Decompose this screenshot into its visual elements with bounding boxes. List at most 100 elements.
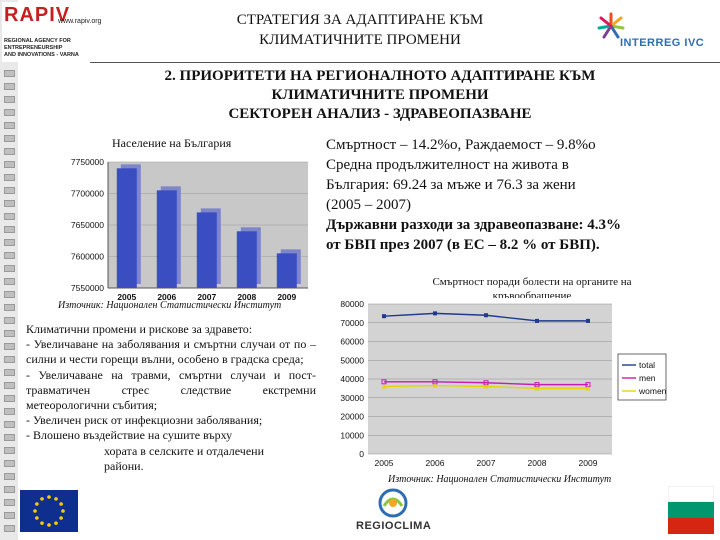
population-bar-chart: 7550000 7600000 7650000 7700000 7750000 2005 2… xyxy=(56,152,318,302)
left-sidebar xyxy=(0,0,18,540)
y-tick-label: 7600000 xyxy=(71,252,104,262)
y-tick-label: 7700000 xyxy=(71,189,104,199)
sidebar-marker xyxy=(4,70,15,77)
x-tick-label: 2006 xyxy=(426,458,445,468)
sidebar-marker xyxy=(4,187,15,194)
eu-star xyxy=(61,509,65,513)
y-tick-label: 40000 xyxy=(340,374,364,384)
climate-heading: Климатични промени и рискове за здравето… xyxy=(26,322,253,336)
marker-total xyxy=(484,313,488,318)
interreg-star-icon xyxy=(597,12,625,39)
eu-star xyxy=(47,523,51,527)
x-tick-label: 2007 xyxy=(477,458,496,468)
marker-women xyxy=(432,383,438,388)
series-line-men xyxy=(384,381,588,386)
marker-total xyxy=(382,314,386,319)
sidebar-marker xyxy=(4,122,15,129)
y-tick-label: 60000 xyxy=(340,337,364,347)
section-title-line1: 2. ПРИОРИТЕТИ НА РЕГИОНАЛНОТО АДАПТИРАНЕ… xyxy=(164,68,596,84)
sidebar-marker xyxy=(4,525,15,532)
sidebar-marker xyxy=(4,369,15,376)
section-title-line3: СЕКТОРЕН АНАЛИЗ - ЗДРАВЕОПАЗВАНЕ xyxy=(228,106,532,122)
sidebar-marker xyxy=(4,460,15,467)
eu-star xyxy=(35,516,39,520)
y-tick-label: 7750000 xyxy=(71,157,104,167)
sidebar-marker xyxy=(4,200,15,207)
y-tick-label: 80000 xyxy=(340,299,364,309)
sidebar-marker xyxy=(4,278,15,285)
sidebar-marker xyxy=(4,83,15,90)
sidebar-marker xyxy=(4,382,15,389)
legend-box xyxy=(617,353,667,401)
x-tick-label: 2009 xyxy=(277,292,296,302)
marker-men xyxy=(381,379,387,385)
sidebar-marker xyxy=(4,239,15,246)
population-bar xyxy=(236,231,257,288)
y-tick-label: 7650000 xyxy=(71,220,104,230)
sidebar-marker xyxy=(4,330,15,337)
sidebar-marker xyxy=(4,109,15,116)
stats-line4: (2005 – 2007) xyxy=(326,197,411,213)
legend-label: total xyxy=(639,360,655,370)
stats-line3: България: 69.24 за мъже и 76.3 за жени xyxy=(326,177,576,193)
mortality-line-chart: 0 10000 20000 30000 40000 50000 60000 70000 8000… xyxy=(326,298,670,472)
population-bar xyxy=(116,168,137,288)
sidebar-marker xyxy=(4,96,15,103)
marker-total xyxy=(535,318,539,323)
sidebar-marker xyxy=(4,252,15,259)
x-tick-label: 2009 xyxy=(579,458,598,468)
x-tick-label: 2006 xyxy=(157,292,176,302)
header-title-line2: КЛИМАТИЧНИТЕ ПРОМЕНИ xyxy=(259,32,461,48)
sidebar-marker xyxy=(4,161,15,168)
climate-risk-infections: - Увеличен риск от инфекциозни заболяван… xyxy=(26,413,263,428)
rapiv-logo-subtitle: REGIONAL AGENCY FOR ENTREPRENEURSHIP AND… xyxy=(4,38,99,59)
marker-women xyxy=(534,385,540,391)
eu-flag-icon xyxy=(20,490,78,532)
climate-risk-extreme-events: - Увеличаване на травми, смъртни случаи … xyxy=(26,367,316,413)
sidebar-marker xyxy=(4,421,15,428)
sidebar-marker xyxy=(4,304,15,311)
stats-line5: Държавни разходи за здравеопазване: 4.3% xyxy=(326,217,622,233)
stats-line6: от БВП през 2007 (в ЕС – 8.2 % от БВП). xyxy=(326,237,600,253)
y-tick-label: 0 xyxy=(359,449,364,459)
rapiv-logo-name: RAPIV xyxy=(4,4,71,26)
x-tick-label: 2008 xyxy=(528,458,547,468)
regioclima-emblem-icon xyxy=(378,488,408,518)
y-tick-label: 20000 xyxy=(340,412,364,422)
sidebar-marker xyxy=(4,395,15,402)
marker-women xyxy=(483,384,489,389)
sidebar-marker xyxy=(4,135,15,142)
eu-star xyxy=(59,516,63,520)
marker-women xyxy=(381,384,387,389)
regioclima-logo: REGIOCLIMA xyxy=(352,488,442,536)
eu-star xyxy=(33,509,37,513)
stats-line2: Средна продължителност на живота в xyxy=(326,157,569,173)
rapiv-sub2: AND INNOVATIONS - VARNA xyxy=(4,52,79,58)
header-title-line1: СТРАТЕГИЯ ЗА АДАПТИРАНЕ КЪМ xyxy=(236,12,484,28)
x-tick-label: 2007 xyxy=(197,292,216,302)
y-tick-label: 30000 xyxy=(340,393,364,403)
mortality-title-line1: Смъртност поради болести на органите на xyxy=(432,276,632,288)
rapiv-logo: RAPIV www.rapiv.org REGIONAL AGENCY FOR … xyxy=(2,2,102,62)
sidebar-marker xyxy=(4,356,15,363)
sidebar-marker xyxy=(4,265,15,272)
regioclima-logo-name: REGIOCLIMA xyxy=(356,520,432,532)
sidebar-marker xyxy=(4,226,15,233)
sidebar-marker xyxy=(4,343,15,350)
population-bar xyxy=(196,212,217,288)
mortality-source: Източник: Национален Статистически Инсти… xyxy=(388,474,612,485)
section-title: 2. ПРИОРИТЕТИ НА РЕГИОНАЛНОТО АДАПТИРАНЕ… xyxy=(60,67,700,124)
marker-women xyxy=(585,385,591,391)
climate-risk-drought-line2: хората в селските и отдалечени xyxy=(104,443,264,458)
sidebar-marker xyxy=(4,317,15,324)
stats-line1: Смъртност – 14.2%о, Раждаемост – 9.8%о xyxy=(326,137,596,153)
eu-star xyxy=(54,521,58,525)
rapiv-logo-web: www.rapiv.org xyxy=(58,18,102,25)
y-tick-label: 10000 xyxy=(340,430,364,440)
marker-total xyxy=(586,318,590,323)
legend-label: women xyxy=(638,386,667,396)
sidebar-marker xyxy=(4,148,15,155)
eu-star xyxy=(59,502,63,506)
sidebar-marker xyxy=(4,499,15,506)
rapiv-sub1: REGIONAL AGENCY FOR ENTREPRENEURSHIP xyxy=(4,38,71,51)
